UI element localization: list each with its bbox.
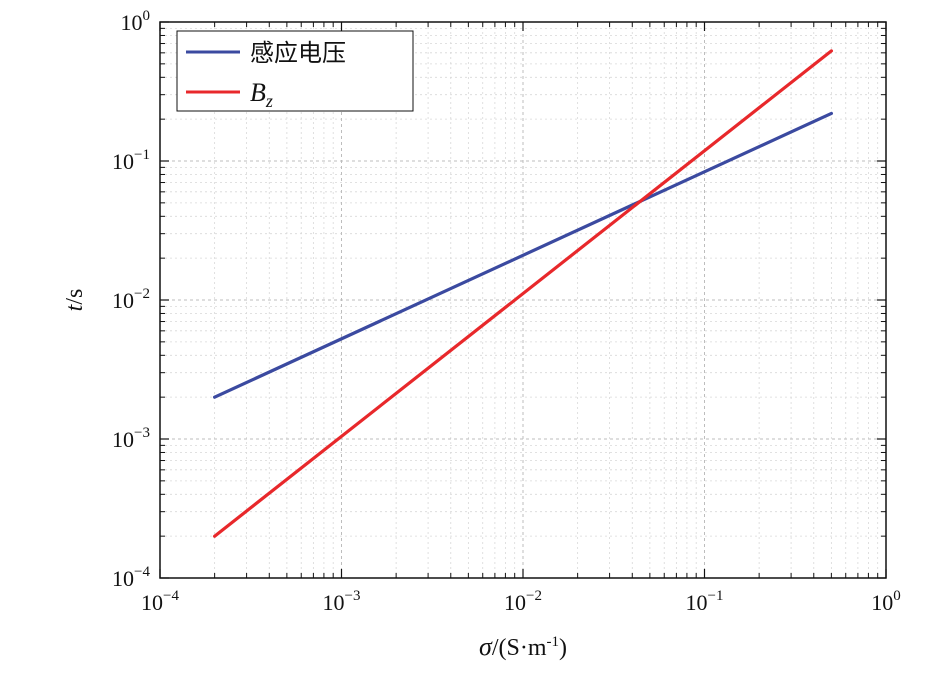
y-tick-label: 10−3 — [112, 425, 150, 452]
x-tick-labels: 10−4 10−3 10−2 10−1 100 — [141, 588, 901, 615]
series-line-bz — [213, 49, 834, 538]
y-tick-labels: 10−4 10−3 10−2 10−1 100 — [112, 8, 150, 591]
x-tick-label: 100 — [871, 588, 901, 615]
x-tick-label: 10−2 — [504, 588, 542, 615]
legend: 感应电压 Bz — [176, 30, 414, 112]
y-tick-label: 10−1 — [112, 147, 150, 174]
x-tick-label: 10−1 — [686, 588, 724, 615]
legend-label-bz: Bz — [250, 78, 273, 111]
series-layer — [213, 49, 834, 538]
y-tick-label: 10−4 — [112, 564, 150, 591]
series-line-induced-voltage — [213, 111, 834, 399]
axis-ticks — [159, 21, 887, 579]
legend-box — [176, 30, 414, 112]
y-axis-label: t/s — [62, 289, 88, 312]
x-axis-label: σ/(S·m-1) — [479, 632, 567, 661]
y-tick-label: 100 — [121, 8, 151, 35]
x-tick-label: 10−3 — [323, 588, 361, 615]
legend-label-induced-voltage: 感应电压 — [250, 39, 346, 67]
y-tick-label: 10−2 — [112, 286, 150, 313]
x-tick-label: 10−4 — [141, 588, 179, 615]
